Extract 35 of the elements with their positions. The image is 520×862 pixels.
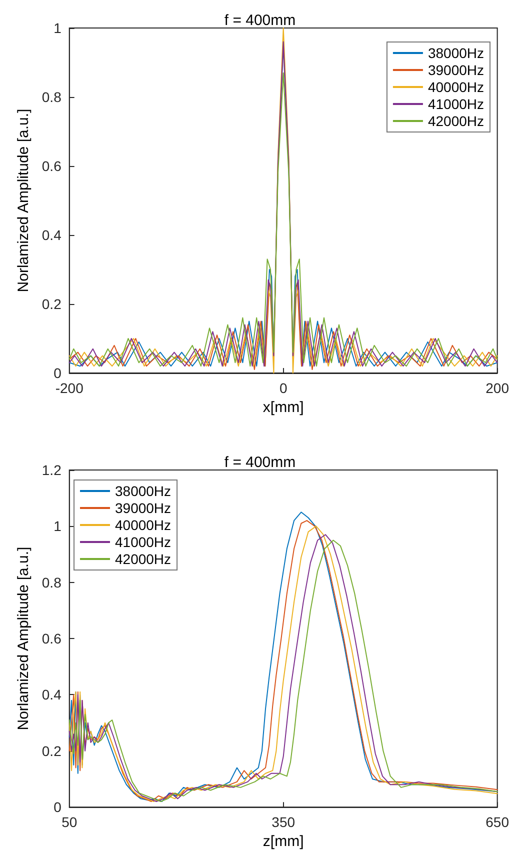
legend-label: 39000Hz: [428, 62, 484, 78]
y-tick-label: 1: [54, 518, 62, 534]
y-tick-label: 0.6: [42, 630, 62, 647]
y-tick-label: 0.2: [42, 296, 62, 312]
chart-title: f = 400mm: [224, 12, 296, 29]
chart-title: f = 400mm: [224, 454, 296, 471]
y-tick-label: 0.2: [42, 742, 62, 759]
x-axis-title: z[mm]: [262, 833, 304, 850]
legend-label: 42000Hz: [115, 551, 172, 567]
x-tick-label: 200: [486, 380, 510, 396]
legend-label: 41000Hz: [115, 534, 172, 550]
y-tick-label: 0.8: [42, 574, 62, 590]
x-tick-label: 350: [272, 814, 296, 830]
y-tick-label: 0.8: [42, 89, 62, 105]
y-tick-label: 0.4: [42, 227, 62, 243]
x-tick-label: -200: [55, 380, 84, 396]
y-tick-label: 0: [54, 365, 62, 381]
x-tick-label: 50: [62, 814, 78, 830]
x-axis-title: x[mm]: [262, 398, 304, 416]
legend-label: 41000Hz: [428, 96, 484, 112]
x-tick-label: 0: [279, 380, 288, 396]
legend-label: 38000Hz: [428, 45, 484, 61]
y-axis-title: Norlamized Amplitude [a.u.]: [15, 546, 32, 730]
legend-label: 40000Hz: [115, 517, 172, 533]
legend-label: 39000Hz: [115, 500, 172, 516]
y-tick-label: 1: [54, 20, 62, 36]
x-tick-label: 650: [486, 814, 510, 830]
legend-label: 38000Hz: [115, 483, 172, 499]
y-tick-label: 0.4: [42, 686, 62, 703]
y-tick-label: 1.2: [42, 462, 62, 478]
legend-label: 40000Hz: [428, 79, 484, 95]
y-tick-label: 0: [54, 799, 62, 816]
legend-label: 42000Hz: [428, 113, 484, 129]
y-axis-title: Norlamized Amplitude [a.u.]: [15, 108, 32, 292]
y-tick-label: 0.6: [42, 158, 62, 174]
